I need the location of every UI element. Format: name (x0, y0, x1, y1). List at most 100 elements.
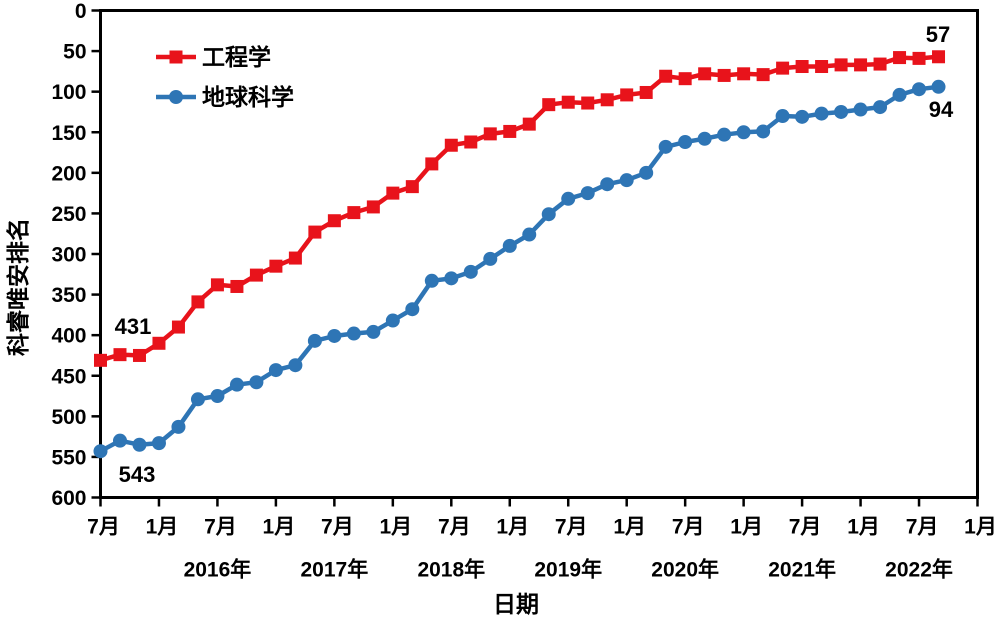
data-point-square-marker (893, 51, 907, 65)
data-point-circle-marker (249, 375, 264, 390)
data-point-square-marker (717, 68, 731, 82)
data-point-square-marker (873, 57, 887, 71)
y-axis-tick-label: 550 (51, 446, 86, 469)
data-point-circle-marker (931, 79, 946, 94)
data-point-circle-marker (444, 271, 459, 286)
data-point-circle-marker (678, 134, 693, 149)
x-axis-year-label: 2017年 (301, 558, 369, 582)
data-point-circle-marker (502, 238, 517, 253)
data-point-square-marker (171, 320, 185, 334)
x-axis-year-label: 2020年 (651, 558, 719, 582)
data-point-square-marker (522, 117, 536, 131)
plot-frame (99, 9, 979, 499)
data-point-square-marker (600, 93, 614, 107)
x-axis-tick-label: 7月 (321, 516, 354, 539)
data-point-circle-marker (112, 433, 127, 448)
data-point-circle-marker (619, 173, 634, 188)
data-point-square-marker (405, 180, 419, 194)
data-point-circle-marker (366, 324, 381, 339)
legend-label: 工程学 (202, 44, 271, 70)
x-axis-tick-label: 1月 (730, 516, 763, 539)
data-point-circle-marker (658, 139, 673, 154)
data-point-circle-marker (795, 109, 810, 124)
data-point-square-marker (347, 206, 361, 220)
data-point-circle-marker (697, 131, 712, 146)
y-axis-tick-label: 100 (51, 81, 86, 104)
y-axis-tick-label: 450 (51, 365, 86, 388)
x-axis-year-label: 2022年 (885, 558, 953, 582)
data-point-square-marker (464, 135, 478, 149)
data-point-circle-marker (834, 104, 849, 119)
data-point-square-marker (659, 69, 673, 83)
data-point-circle-marker (892, 87, 907, 102)
data-point-square-marker (815, 60, 829, 74)
data-point-circle-marker (210, 389, 225, 404)
x-axis-tick-label: 7月 (87, 516, 120, 539)
data-point-circle-marker (307, 333, 322, 348)
data-point-square-marker (230, 279, 244, 293)
data-point-circle-marker (385, 313, 400, 328)
data-point-circle-marker (151, 436, 166, 451)
data-point-circle-marker (853, 102, 868, 117)
legend-item-earth-science: 地球科学 (156, 84, 294, 110)
data-point-circle-marker (756, 124, 771, 139)
y-axis-tick-label: 50 (63, 41, 86, 64)
data-point-square-marker (191, 295, 205, 309)
data-point-square-marker (386, 186, 400, 200)
data-point-circle-marker (912, 82, 927, 97)
data-point-circle-marker (190, 392, 205, 407)
value-annotation: 431 (115, 314, 152, 339)
data-point-square-marker (113, 348, 127, 362)
data-point-circle-marker (873, 100, 888, 115)
value-annotation: 94 (929, 97, 954, 122)
data-point-circle-marker (600, 177, 615, 192)
legend-item-engineering: 工程学 (156, 44, 271, 70)
x-axis-tick-label: 1月 (146, 516, 179, 539)
data-point-square-marker (132, 348, 146, 362)
x-axis-tick-label: 1月 (964, 516, 994, 539)
data-point-square-marker (756, 68, 770, 82)
data-point-circle-marker (424, 273, 439, 288)
legend-square-marker (169, 50, 183, 64)
x-axis-tick-label: 1月 (379, 516, 412, 539)
y-axis-tick-label: 350 (51, 284, 86, 307)
data-point-square-marker (854, 58, 868, 72)
data-point-circle-marker (327, 328, 342, 343)
data-point-circle-marker (288, 358, 303, 373)
data-point-square-marker (94, 353, 107, 367)
x-axis-tick-label: 7月 (555, 516, 588, 539)
data-point-square-marker (483, 127, 497, 141)
data-point-circle-marker (580, 186, 595, 201)
data-point-circle-marker (775, 109, 790, 124)
data-point-square-marker (425, 157, 439, 171)
legend-label: 地球科学 (202, 84, 294, 110)
data-point-circle-marker (561, 191, 576, 206)
data-point-square-marker (366, 200, 380, 214)
data-point-square-marker (581, 96, 595, 110)
x-axis-year-label: 2021年 (768, 558, 836, 582)
x-axis-tick-label: 1月 (613, 516, 646, 539)
data-point-square-marker (737, 67, 751, 81)
x-axis-tick-label: 7月 (906, 516, 939, 539)
x-axis-tick-label: 1月 (847, 516, 880, 539)
data-point-circle-marker (639, 165, 654, 180)
x-axis-tick-label: 7月 (672, 516, 705, 539)
data-point-circle-marker (171, 419, 186, 434)
data-point-circle-marker (268, 363, 283, 378)
x-axis-tick-label: 1月 (263, 516, 296, 539)
data-point-square-marker (249, 268, 263, 282)
data-point-circle-marker (229, 377, 244, 392)
data-point-square-marker (912, 51, 926, 65)
x-axis-title: 日期 (493, 591, 539, 617)
x-axis-year-label: 2016年 (184, 558, 252, 582)
data-point-square-marker (210, 278, 224, 292)
data-point-square-marker (620, 88, 634, 102)
y-axis-tick-label: 500 (51, 406, 86, 429)
legend-circle-marker (169, 90, 183, 104)
data-point-square-marker (327, 214, 341, 228)
y-axis-tick-label: 600 (51, 487, 86, 510)
y-axis-tick-label: 300 (51, 244, 86, 267)
